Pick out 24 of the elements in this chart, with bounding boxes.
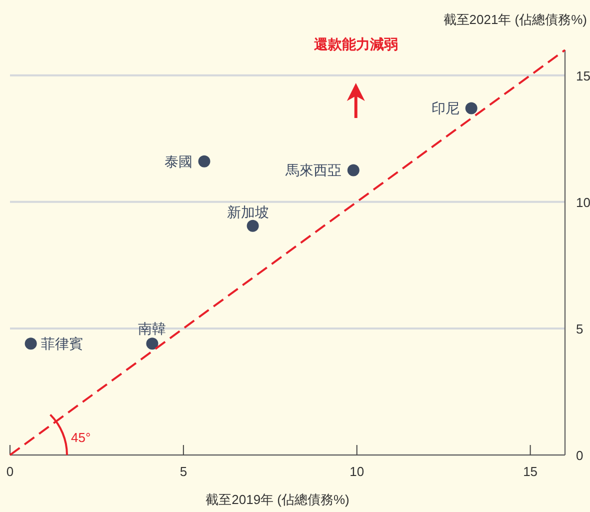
annotation: 馬來西亞 bbox=[284, 162, 342, 178]
annotation: 南韓 bbox=[138, 320, 166, 337]
point bbox=[347, 164, 360, 176]
x-tick-label: 0 bbox=[6, 464, 14, 479]
annotation: 45° bbox=[71, 430, 91, 445]
x-tick-label: 10 bbox=[350, 464, 364, 479]
point bbox=[198, 155, 210, 168]
y-tick-label: 0 bbox=[576, 448, 584, 463]
x-tick-label: 15 bbox=[523, 464, 538, 479]
annotation: 還款能力減弱 bbox=[312, 36, 398, 52]
point bbox=[246, 220, 259, 232]
point bbox=[24, 338, 37, 350]
annotation: 菲律賓 bbox=[40, 336, 83, 352]
x-tick-label: 5 bbox=[180, 464, 188, 479]
y-tick-label: 15 bbox=[576, 68, 590, 84]
point bbox=[146, 338, 158, 350]
point bbox=[465, 102, 478, 114]
annotation: 泰國 bbox=[164, 153, 192, 170]
annotation: 印尼 bbox=[431, 100, 460, 116]
x-axis-title: 截至2019年 (佔總債務%) bbox=[206, 492, 350, 507]
y-tick-label: 5 bbox=[576, 321, 584, 336]
y-axis-title: 截至2021年 (佔總債務%) bbox=[443, 12, 587, 27]
y-tick-label: 10 bbox=[576, 194, 590, 210]
annotation: 新加坡 bbox=[226, 204, 269, 220]
